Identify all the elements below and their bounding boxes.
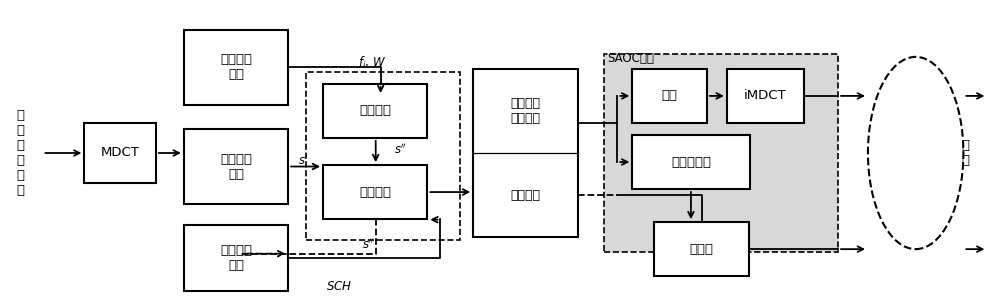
Text: 能量比参数: 能量比参数 [671,155,711,169]
FancyBboxPatch shape [727,69,804,123]
FancyBboxPatch shape [632,69,707,123]
FancyBboxPatch shape [323,84,427,138]
Text: 局部搜移: 局部搜移 [359,185,391,199]
Text: $s''$: $s''$ [362,237,375,252]
FancyBboxPatch shape [184,225,288,291]
Text: 能量保留
模块: 能量保留 模块 [220,152,252,181]
Text: $f_i$, $W$: $f_i$, $W$ [358,55,386,71]
Text: 全局搜移: 全局搜移 [359,104,391,118]
Text: 子带宽度
计算: 子带宽度 计算 [220,53,252,81]
FancyBboxPatch shape [604,54,838,252]
Text: 下混: 下混 [662,89,678,103]
Text: 边信息: 边信息 [689,243,713,256]
FancyBboxPatch shape [632,135,750,189]
Text: $s'$: $s'$ [298,153,309,168]
Text: $s''$: $s''$ [394,143,407,157]
FancyBboxPatch shape [184,30,288,105]
Text: MDCT: MDCT [101,147,140,159]
FancyBboxPatch shape [473,69,578,237]
Ellipse shape [868,57,963,249]
Text: 音
频
对
象
信
号: 音 频 对 象 信 号 [17,109,25,197]
Text: iMDCT: iMDCT [744,89,787,103]
FancyBboxPatch shape [184,129,288,204]
Text: 搬移标记: 搬移标记 [510,188,540,202]
Text: $SCH$: $SCH$ [326,280,352,293]
FancyBboxPatch shape [84,123,156,183]
FancyBboxPatch shape [323,165,427,219]
Text: 搬移后的
时频矩阵: 搬移后的 时频矩阵 [510,97,540,125]
Text: 混盘区域
判断: 混盘区域 判断 [220,244,252,272]
Text: SAOC框架: SAOC框架 [607,52,654,65]
FancyBboxPatch shape [654,222,749,276]
Text: 码
流: 码 流 [961,139,969,167]
